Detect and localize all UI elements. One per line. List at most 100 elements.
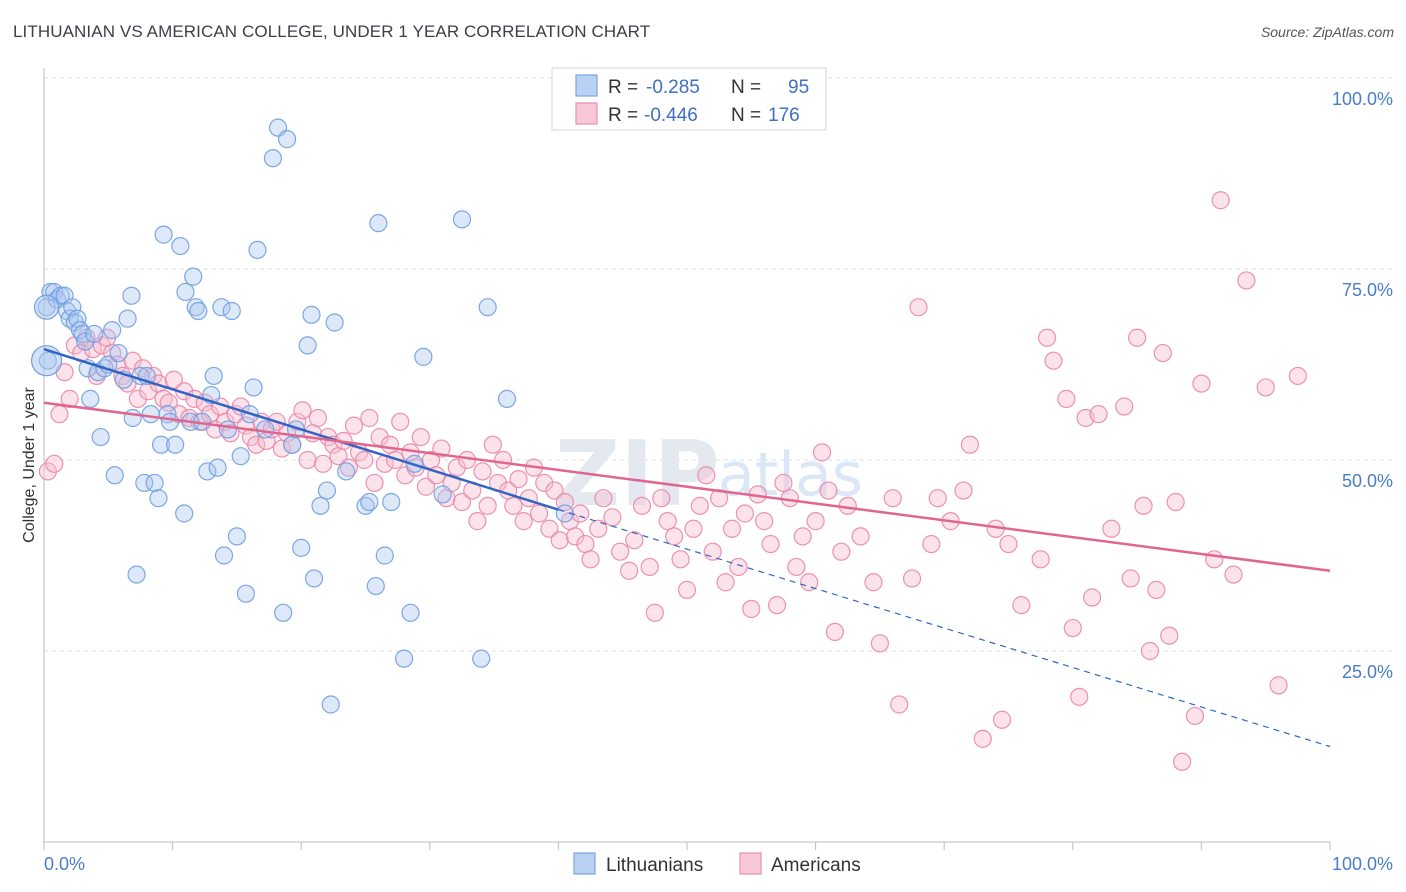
american-point	[620, 561, 639, 580]
american-point	[735, 504, 754, 523]
american-point	[722, 519, 742, 538]
grid-lines	[44, 77, 1392, 652]
american-point	[864, 573, 883, 592]
bottom-legend: Lithuanians Americans	[573, 852, 861, 876]
american-point	[509, 470, 528, 489]
legend-swatch-lithuanians	[575, 74, 598, 97]
american-point	[625, 531, 644, 550]
american-point	[452, 492, 472, 512]
american-point	[1153, 343, 1172, 363]
bottom-legend-americans: Americans	[771, 855, 861, 876]
lithuanian-point	[231, 447, 250, 466]
american-point	[684, 519, 703, 538]
lithuanian-point	[208, 458, 227, 477]
lithuanian-point	[154, 225, 173, 244]
american-point	[247, 435, 266, 454]
american-point	[825, 622, 844, 642]
trend-line-lithuanians	[43, 348, 559, 511]
american-point	[640, 557, 659, 577]
american-point	[411, 427, 430, 447]
american-point	[1102, 519, 1121, 538]
lithuanian-point	[248, 240, 267, 259]
american-point	[355, 450, 374, 470]
lithuanian-point	[236, 584, 256, 603]
american-point	[611, 542, 630, 561]
lithuanian-point	[375, 546, 394, 565]
american-point	[432, 439, 451, 458]
lithuanian-point	[478, 298, 497, 317]
american-point	[293, 401, 312, 420]
lithuanian-point	[218, 420, 237, 439]
american-point	[365, 473, 384, 493]
american-point	[922, 534, 941, 554]
american-point	[298, 450, 317, 470]
american-point	[652, 489, 671, 508]
american-point	[632, 496, 652, 515]
lithuanian-point	[149, 489, 168, 508]
american-point	[690, 496, 709, 515]
lithuanian-point	[166, 435, 185, 454]
american-point	[514, 512, 533, 531]
american-point	[774, 473, 793, 493]
american-point	[1269, 676, 1288, 695]
american-point	[677, 580, 697, 599]
lithuanian-point	[366, 576, 385, 596]
american-point	[890, 695, 909, 714]
lithuanian-point	[105, 466, 124, 485]
legend-n-value-2: 176	[768, 105, 800, 126]
lithuanian-point	[302, 305, 321, 324]
bottom-swatch-lithuanians	[573, 852, 596, 875]
legend-box: R = -0.285 N = 95 R = -0.446 N = 176	[551, 67, 827, 131]
american-point	[1160, 626, 1179, 645]
lithuanian-point	[401, 603, 420, 622]
american-point	[103, 343, 122, 363]
lithuanian-point	[85, 324, 104, 344]
lithuanian-point	[244, 378, 263, 397]
lithuanian-point	[277, 130, 297, 149]
lithuanian-point	[175, 504, 194, 523]
lithuanian-point	[394, 649, 414, 668]
american-point	[478, 496, 497, 515]
lithuanian-point	[227, 527, 246, 546]
lithuanian-point	[176, 282, 195, 302]
american-point	[545, 481, 564, 500]
axes	[43, 68, 1331, 850]
american-point	[473, 462, 492, 481]
american-point	[1037, 328, 1057, 347]
american-point	[483, 435, 502, 454]
x-tick-label: 0.0%	[44, 854, 85, 874]
american-point	[535, 473, 554, 493]
lithuanian-point	[369, 214, 388, 233]
lithuanian-point	[171, 236, 190, 256]
lithuanian-point	[317, 481, 337, 500]
legend-r-label-1: R =	[608, 77, 638, 98]
american-point	[960, 435, 980, 454]
american-point	[603, 508, 622, 527]
source-label: Source: ZipAtlas.com	[1260, 24, 1394, 40]
y-tick-label: 50.0%	[1342, 471, 1393, 491]
lithuanian-point	[256, 420, 275, 439]
american-point	[1173, 752, 1192, 771]
american-point	[832, 542, 851, 561]
american-point	[793, 527, 812, 546]
american-point	[380, 435, 400, 454]
x-tick-labels: 0.0% 100.0%	[44, 854, 1393, 874]
american-point	[1166, 492, 1185, 512]
american-point	[1082, 588, 1102, 607]
lithuanian-point	[184, 267, 203, 286]
american-point	[665, 527, 684, 546]
lithuanian-point	[298, 336, 317, 355]
lithuanian-point	[189, 301, 208, 321]
lithuanian-point-large	[33, 294, 60, 320]
y-tick-label: 100.0%	[1332, 89, 1393, 109]
y-axis-label: College, Under 1 year	[21, 387, 38, 543]
american-point	[1044, 351, 1063, 370]
american-point	[308, 408, 328, 428]
american-point	[1127, 328, 1147, 347]
american-point	[447, 458, 466, 477]
y-tick-label: 75.0%	[1342, 280, 1393, 300]
y-tick-label: 25.0%	[1342, 662, 1393, 682]
american-point	[468, 512, 487, 531]
american-point	[566, 527, 585, 546]
watermark-atlas: atlas	[718, 440, 863, 510]
